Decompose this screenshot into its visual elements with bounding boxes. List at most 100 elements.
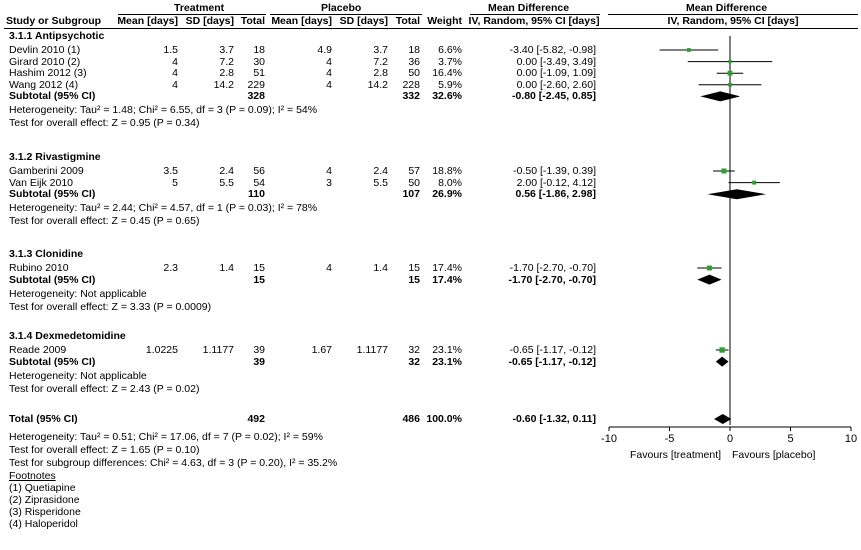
study-point-estimate xyxy=(752,180,757,185)
study-p-mean: 1.67 xyxy=(311,344,332,356)
study-name: Hashim 2012 (3) xyxy=(9,67,87,80)
subtotal-diamond xyxy=(715,356,729,367)
study-name: Devlin 2010 (1) xyxy=(9,44,81,56)
study-p-total: 15 xyxy=(408,262,420,274)
study-t-total: 56 xyxy=(253,165,265,177)
study-name: Wang 2012 (4) xyxy=(9,78,79,91)
footnote: (2) Ziprasidone xyxy=(9,494,80,506)
x-tick-label: -5 xyxy=(665,433,675,445)
subtotal-p-total: 15 xyxy=(408,273,420,286)
study-name: Reade 2009 xyxy=(9,344,67,356)
subtotal-label: Subtotal (95% CI) xyxy=(9,90,96,103)
total-t-total: 492 xyxy=(247,413,265,425)
study-point-estimate xyxy=(706,265,712,271)
subtotal-ci: -0.65 [-1.17, -0.12] xyxy=(508,355,596,368)
footnote: (4) Haloperidol xyxy=(9,518,78,530)
placebo-underline xyxy=(270,14,422,15)
study-t-mean: 1.0225 xyxy=(145,344,178,356)
header-bottom-rule xyxy=(4,28,858,29)
subtotal-weight: 17.4% xyxy=(432,273,462,286)
ci-plot-header: IV, Random, 95% CI [days] xyxy=(667,15,799,27)
x-tick-label: -10 xyxy=(601,433,617,445)
study-p-total: 36 xyxy=(408,55,420,68)
study-ci: 0.00 [-1.09, 1.09] xyxy=(516,67,596,80)
group-title: 3.1.2 Rivastigmine xyxy=(9,151,101,163)
study-p-total: 32 xyxy=(408,344,420,356)
study-t-mean: 4 xyxy=(172,67,178,80)
total-ci: -0.60 [-1.32, 0.11] xyxy=(512,413,596,425)
study-p-total: 228 xyxy=(402,78,420,91)
subtotal-diamond xyxy=(697,274,722,285)
group-note: Test for overall effect: Z = 2.43 (P = 0… xyxy=(9,382,200,395)
study-t-total: 39 xyxy=(253,344,265,356)
study-t-sd: 3.7 xyxy=(219,44,234,56)
study-t-total: 15 xyxy=(253,262,265,274)
study-t-total: 51 xyxy=(253,67,265,80)
study-column-header: Study or Subgroup xyxy=(6,15,102,27)
footnote: (1) Quetiapine xyxy=(9,482,76,494)
study-p-total: 18 xyxy=(408,44,420,56)
study-point-estimate xyxy=(721,168,727,174)
study-p-sd: 2.4 xyxy=(373,165,388,177)
study-ci: -3.40 [-5.82, -0.98] xyxy=(509,44,596,56)
study-ci: -0.65 [-1.17, -0.12] xyxy=(509,344,596,356)
study-name: Gamberini 2009 xyxy=(9,165,84,177)
study-p-mean: 3 xyxy=(326,176,332,189)
subtotal-weight: 26.9% xyxy=(432,188,462,201)
group-title: 3.1.3 Clonidine xyxy=(9,248,84,260)
total-note: Test for overall effect: Z = 1.65 (P = 0… xyxy=(9,444,200,456)
study-t-sd: 1.4 xyxy=(219,262,234,274)
group-note: Heterogeneity: Tau² = 2.44; Chi² = 4.57,… xyxy=(9,202,318,215)
study-p-total: 50 xyxy=(408,176,420,189)
group-note: Test for overall effect: Z = 0.45 (P = 0… xyxy=(9,215,200,228)
subtotal-weight: 23.1% xyxy=(432,355,462,368)
study-weight: 6.6% xyxy=(438,44,462,56)
mean-difference-header: Mean Difference xyxy=(488,2,570,14)
study-t-mean: 4 xyxy=(172,55,178,68)
group-note: Heterogeneity: Not applicable xyxy=(9,369,147,382)
study-weight: 8.0% xyxy=(438,176,462,189)
subtotal-t-total: 15 xyxy=(253,273,265,286)
group-note: Test for overall effect: Z = 0.95 (P = 0… xyxy=(9,117,200,130)
study-p-mean: 4 xyxy=(326,262,332,274)
study-t-total: 18 xyxy=(253,44,265,56)
study-t-total: 30 xyxy=(253,55,265,68)
study-weight: 5.9% xyxy=(438,78,462,91)
study-name: Van Eijk 2010 xyxy=(9,176,74,189)
treatment-total-header: Total xyxy=(240,15,265,27)
md-underline xyxy=(470,14,600,15)
study-weight: 23.1% xyxy=(432,344,462,356)
study-ci: -0.50 [-1.39, 0.39] xyxy=(513,165,596,177)
study-t-mean: 3.5 xyxy=(163,165,178,177)
subtotal-p-total: 107 xyxy=(402,188,420,201)
study-name: Girard 2010 (2) xyxy=(9,55,81,68)
study-t-sd: 2.4 xyxy=(219,165,234,177)
study-p-mean: 4.9 xyxy=(317,44,332,56)
study-p-total: 50 xyxy=(408,67,420,80)
study-t-mean: 1.5 xyxy=(163,44,178,56)
group-note: Heterogeneity: Tau² = 1.48; Chi² = 6.55,… xyxy=(9,104,318,117)
subtotal-t-total: 328 xyxy=(247,90,265,103)
study-p-sd: 7.2 xyxy=(373,55,388,68)
subtotal-label: Subtotal (95% CI) xyxy=(9,355,96,368)
study-point-estimate xyxy=(728,82,732,87)
study-weight: 17.4% xyxy=(432,262,462,274)
study-t-sd: 14.2 xyxy=(213,78,234,91)
study-p-sd: 1.4 xyxy=(373,262,388,274)
treatment-sd-header: SD [days] xyxy=(185,15,234,27)
study-p-sd: 14.2 xyxy=(367,78,388,91)
study-p-sd: 5.5 xyxy=(373,176,388,189)
study-ci: 0.00 [-2.60, 2.60] xyxy=(516,78,596,91)
group-title: 3.1.1 Antipsychotic xyxy=(9,30,105,42)
subtotal-diamond xyxy=(707,189,767,200)
x-tick-label: 5 xyxy=(787,433,793,445)
study-p-mean: 4 xyxy=(326,165,332,177)
total-note: Heterogeneity: Tau² = 0.51; Chi² = 17.06… xyxy=(9,431,323,443)
subtotal-ci: -0.80 [-2.45, 0.85] xyxy=(511,90,596,103)
placebo-header: Placebo xyxy=(321,2,362,14)
study-p-mean: 4 xyxy=(326,55,332,68)
subtotal-diamond xyxy=(700,91,741,102)
subtotal-p-total: 32 xyxy=(408,355,420,368)
x-tick-label: 10 xyxy=(845,433,857,445)
